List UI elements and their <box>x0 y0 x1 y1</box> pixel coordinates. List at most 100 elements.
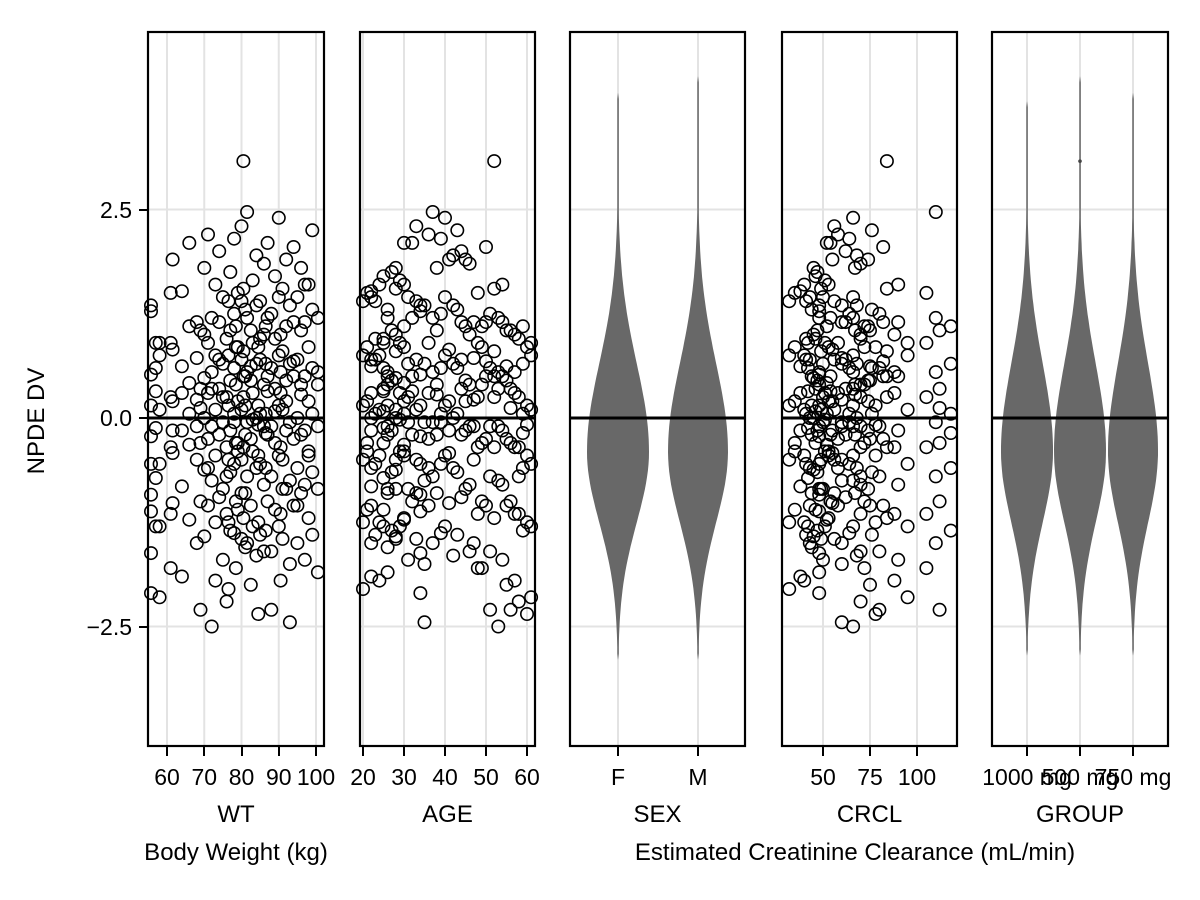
scatter-point <box>212 490 227 505</box>
scatter-point <box>279 373 294 388</box>
scatter-point <box>258 356 273 371</box>
scatter-point <box>812 304 827 319</box>
scatter-point <box>282 356 297 371</box>
x-axis-title-sex: SEX <box>633 801 682 828</box>
scatter-point <box>842 231 857 246</box>
scatter-point <box>887 440 902 455</box>
scatter-point <box>483 544 498 559</box>
scatter-point <box>364 423 379 438</box>
scatter-point <box>204 381 219 396</box>
scatter-point <box>862 498 877 513</box>
scatter-point <box>189 315 204 330</box>
scatter-point <box>275 402 290 417</box>
scatter-point <box>376 269 391 284</box>
scatter-point <box>861 252 876 267</box>
scatter-point <box>271 290 286 305</box>
scatter-point <box>372 515 387 530</box>
scatter-point <box>144 298 159 313</box>
scatter-point <box>919 561 934 576</box>
scatter-point <box>808 331 823 346</box>
scatter-point <box>478 498 493 513</box>
scatter-point <box>433 306 448 321</box>
scatter-point <box>182 437 197 452</box>
scatter-point <box>148 420 163 435</box>
scatter-point <box>900 402 915 417</box>
scatter-point <box>275 452 290 467</box>
x-tick-mark <box>315 747 317 756</box>
x-axis-title-group: GROUP <box>1035 801 1125 828</box>
scatter-point <box>384 465 399 480</box>
scatter-point <box>401 552 416 567</box>
scatter-point <box>388 531 403 546</box>
scatter-point <box>478 431 493 446</box>
scatter-point <box>258 523 273 538</box>
scatter-point <box>174 359 189 374</box>
scatter-point <box>928 365 943 380</box>
scatter-point <box>891 423 906 438</box>
scatter-point <box>450 360 465 375</box>
scatter-point <box>271 348 286 363</box>
scatter-point <box>872 306 887 321</box>
scatter-point <box>454 244 469 259</box>
scatter-point <box>802 460 817 475</box>
scatter-point <box>433 231 448 246</box>
scatter-point <box>483 469 498 484</box>
scatter-point <box>499 577 514 592</box>
scatter-point <box>152 402 167 417</box>
scatter-point <box>806 260 821 275</box>
scatter-point <box>144 546 159 561</box>
scatter-point <box>275 344 290 359</box>
scatter-point <box>388 260 403 275</box>
scatter-point <box>148 335 163 350</box>
y-axis-title: NPDE DV <box>23 367 50 475</box>
scatter-point <box>446 298 461 313</box>
scatter-point <box>392 273 407 288</box>
scatter-point <box>384 323 399 338</box>
scatter-point <box>384 264 399 279</box>
x-tick-label: 750 mg <box>1094 764 1172 790</box>
x-tick-label: 100 <box>296 764 336 790</box>
scatter-point <box>165 342 180 357</box>
scatter-point <box>144 456 159 471</box>
scatter-point <box>297 277 312 292</box>
scatter-point <box>900 519 915 534</box>
scatter-point <box>825 252 840 267</box>
scatter-point <box>201 498 216 513</box>
scatter-point <box>861 394 876 409</box>
scatter-point <box>409 352 424 367</box>
scatter-point <box>297 552 312 567</box>
scatter-point <box>834 556 849 571</box>
scatter-point <box>208 515 223 530</box>
scatter-point <box>800 384 815 399</box>
scatter-point <box>372 348 387 363</box>
scatter-point <box>368 406 383 421</box>
scatter-point <box>227 360 242 375</box>
scatter-point <box>208 573 223 588</box>
scatter-point <box>503 400 518 415</box>
scatter-point <box>264 544 279 559</box>
scatter-point <box>862 359 877 374</box>
scatter-point <box>275 281 290 296</box>
scatter-point <box>238 486 253 501</box>
x-tick-mark <box>485 747 487 756</box>
scatter-point <box>174 569 189 584</box>
scatter-point <box>470 561 485 576</box>
scatter-point <box>524 402 539 417</box>
x-tick-label: F <box>610 764 626 790</box>
scatter-point <box>364 460 379 475</box>
scatter-point <box>849 460 864 475</box>
scatter-point <box>943 319 958 334</box>
scatter-point <box>163 506 178 521</box>
scatter-point <box>846 398 861 413</box>
scatter-point <box>396 277 411 292</box>
scatter-point <box>474 435 489 450</box>
scatter-point <box>165 496 180 511</box>
scatter-point <box>260 427 275 442</box>
scatter-point <box>812 377 827 392</box>
violin-sex-1 <box>668 76 728 660</box>
scatter-point <box>388 344 403 359</box>
scatter-point <box>396 394 411 409</box>
scatter-point <box>483 602 498 617</box>
x-tick-label: 40 <box>432 764 458 790</box>
